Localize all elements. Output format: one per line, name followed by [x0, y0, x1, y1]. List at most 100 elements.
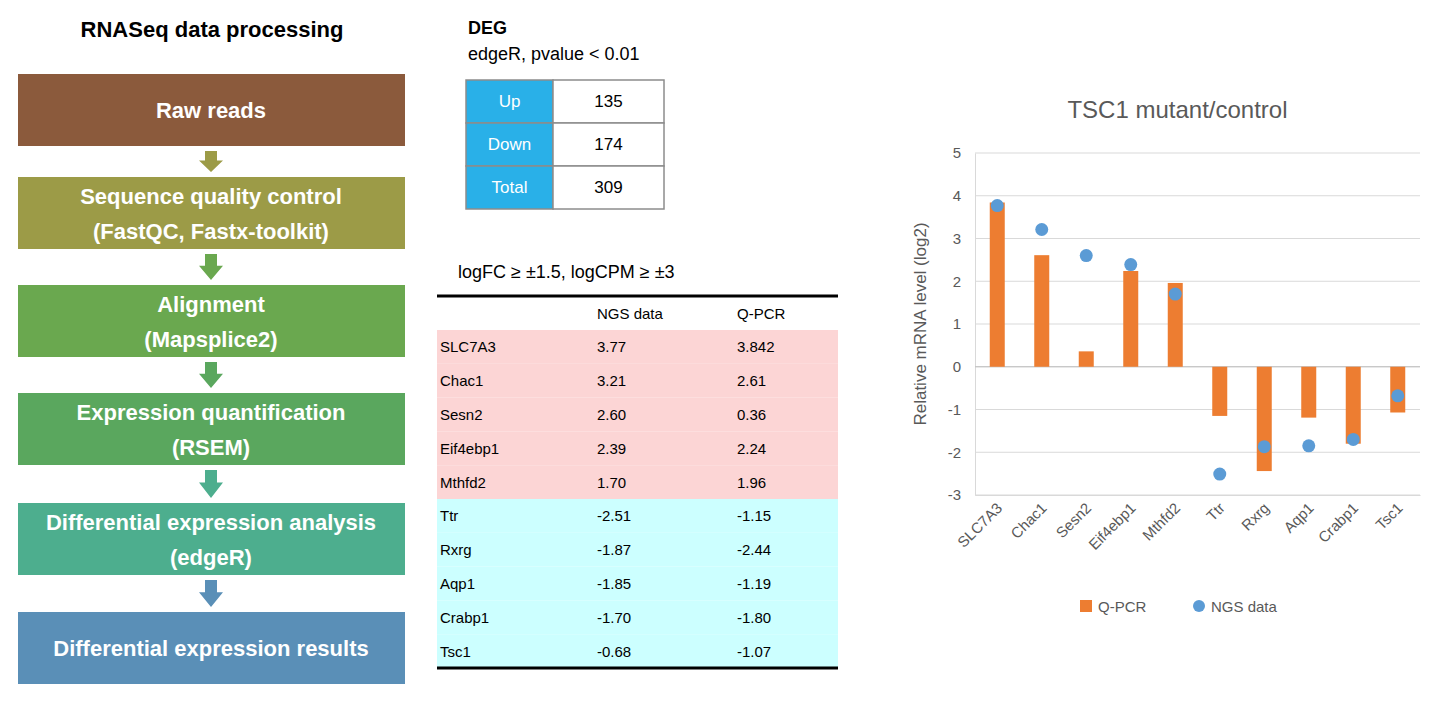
table-gene: Ttr: [440, 507, 458, 524]
table-header: Q-PCR: [737, 305, 786, 322]
y-tick: -2: [948, 444, 975, 461]
plot-marks: [990, 199, 1406, 480]
y-tick-label: -1: [948, 401, 961, 418]
y-tick: 1: [953, 315, 975, 332]
bar: [1123, 271, 1138, 367]
table-row: [437, 499, 838, 533]
x-tick: Chac1: [1007, 495, 1050, 542]
pipeline-box: [18, 177, 405, 249]
pipeline-arrow: [199, 151, 223, 172]
x-tick-label: Tsc1: [1372, 499, 1406, 533]
y-tick-label: 2: [953, 273, 961, 290]
grid-line: [975, 195, 1420, 196]
table-rule: [437, 295, 838, 298]
table-row: [437, 600, 838, 634]
pipeline-box: [18, 285, 405, 357]
bar: [1346, 367, 1361, 444]
pipeline-box: [18, 393, 405, 465]
deg-label: Down: [488, 135, 531, 154]
chart: TSC1 mutant/control-3-2-1012345SLC7A3Cha…: [911, 96, 1421, 615]
deg-value: 174: [594, 135, 622, 154]
y-tick-label: -2: [948, 444, 961, 461]
point: [1302, 439, 1315, 452]
table-row: [437, 330, 838, 364]
x-tick-label: Mthfd2: [1139, 499, 1183, 543]
pipeline-step-label: Raw reads: [156, 98, 266, 123]
bar: [1257, 367, 1272, 471]
pipeline: Raw reads Sequence quality control (FastQC…: [18, 74, 405, 684]
pipeline-box: [18, 74, 405, 146]
x-tick-label: Rxrg: [1238, 499, 1272, 533]
x-tick-label: SLC7A3: [954, 499, 1006, 551]
legend-label: NGS data: [1211, 598, 1278, 615]
pipeline-arrow: [199, 254, 223, 280]
deg-title: DEG: [468, 18, 507, 38]
point: [1347, 433, 1360, 446]
table-row: [437, 567, 838, 601]
table-header: NGS data: [597, 305, 664, 322]
table-value: -1.70: [597, 609, 631, 626]
table-gene: Tsc1: [440, 643, 471, 660]
table-gene: Crabp1: [440, 609, 489, 626]
deg-table: Up135Down174Total309: [466, 80, 664, 209]
x-tick: Crabp1: [1315, 495, 1362, 546]
table-row: [437, 465, 838, 499]
x-tick: Eif4ebp1: [1085, 495, 1139, 553]
x-tick-label: Crabp1: [1315, 499, 1362, 546]
deg-value: 135: [594, 92, 622, 111]
table-value: 2.39: [597, 440, 626, 457]
y-tick-label: 0: [953, 358, 961, 375]
pipeline-step-label: Expression quantification: [77, 400, 346, 425]
bar: [1390, 367, 1405, 413]
deg-label-cell: [466, 123, 553, 166]
table-gene: Eif4ebp1: [440, 440, 499, 457]
x-tick-label: Sesn2: [1052, 499, 1094, 541]
point: [1035, 223, 1048, 236]
table-gene: Chac1: [440, 372, 483, 389]
x-axis-line: [976, 495, 1421, 496]
deg-value-cell: [553, 123, 664, 166]
deg-label: Up: [499, 92, 521, 111]
bar: [1034, 255, 1049, 367]
legend-swatch: [1080, 600, 1092, 612]
table-value: -2.44: [737, 541, 771, 558]
grid-line: [975, 495, 1420, 496]
y-tick: 2: [953, 273, 975, 290]
grid-line: [975, 238, 1420, 239]
y-tick-label: 4: [953, 187, 961, 204]
y-tick-label: 5: [953, 144, 961, 161]
deg-value: 309: [594, 178, 622, 197]
table-gene: Mthfd2: [440, 474, 486, 491]
table-row: [437, 398, 838, 432]
table-value: 3.77: [597, 338, 626, 355]
figure: RNASeq data processingRaw readsSequence …: [0, 0, 1446, 725]
pipeline-arrow: [199, 362, 223, 388]
deg-label-cell: [466, 80, 553, 123]
table-value: -1.80: [737, 609, 771, 626]
x-tick-label: Chac1: [1007, 499, 1050, 542]
pipeline-step-label: (RSEM): [172, 435, 250, 460]
y-tick: -3: [948, 486, 975, 503]
table-value: -0.68: [597, 643, 631, 660]
pipeline-step-label: (edgeR): [170, 545, 252, 570]
table-value: 0.36: [737, 406, 766, 423]
pipeline-arrow: [199, 580, 223, 607]
point: [1258, 440, 1271, 453]
deg-value-cell: [553, 80, 664, 123]
table-value: -1.19: [737, 575, 771, 592]
series-0: [990, 203, 1406, 472]
pipeline-step-label: Sequence quality control: [80, 184, 342, 209]
pipeline-step-label: (FastQC, Fastx-toolkit): [93, 219, 329, 244]
pipeline-step-label: Alignment: [157, 292, 265, 317]
table-row: [437, 634, 838, 668]
table-row: [437, 431, 838, 465]
chart-title: TSC1 mutant/control: [1067, 96, 1287, 123]
point: [1124, 258, 1137, 271]
pipeline-box: [18, 503, 405, 575]
y-tick: 4: [953, 187, 975, 204]
point: [1391, 389, 1404, 402]
y-tick-label: 1: [953, 315, 961, 332]
grid-line: [975, 153, 1420, 154]
table-value: 3.842: [737, 338, 775, 355]
x-tick: SLC7A3: [954, 495, 1006, 551]
